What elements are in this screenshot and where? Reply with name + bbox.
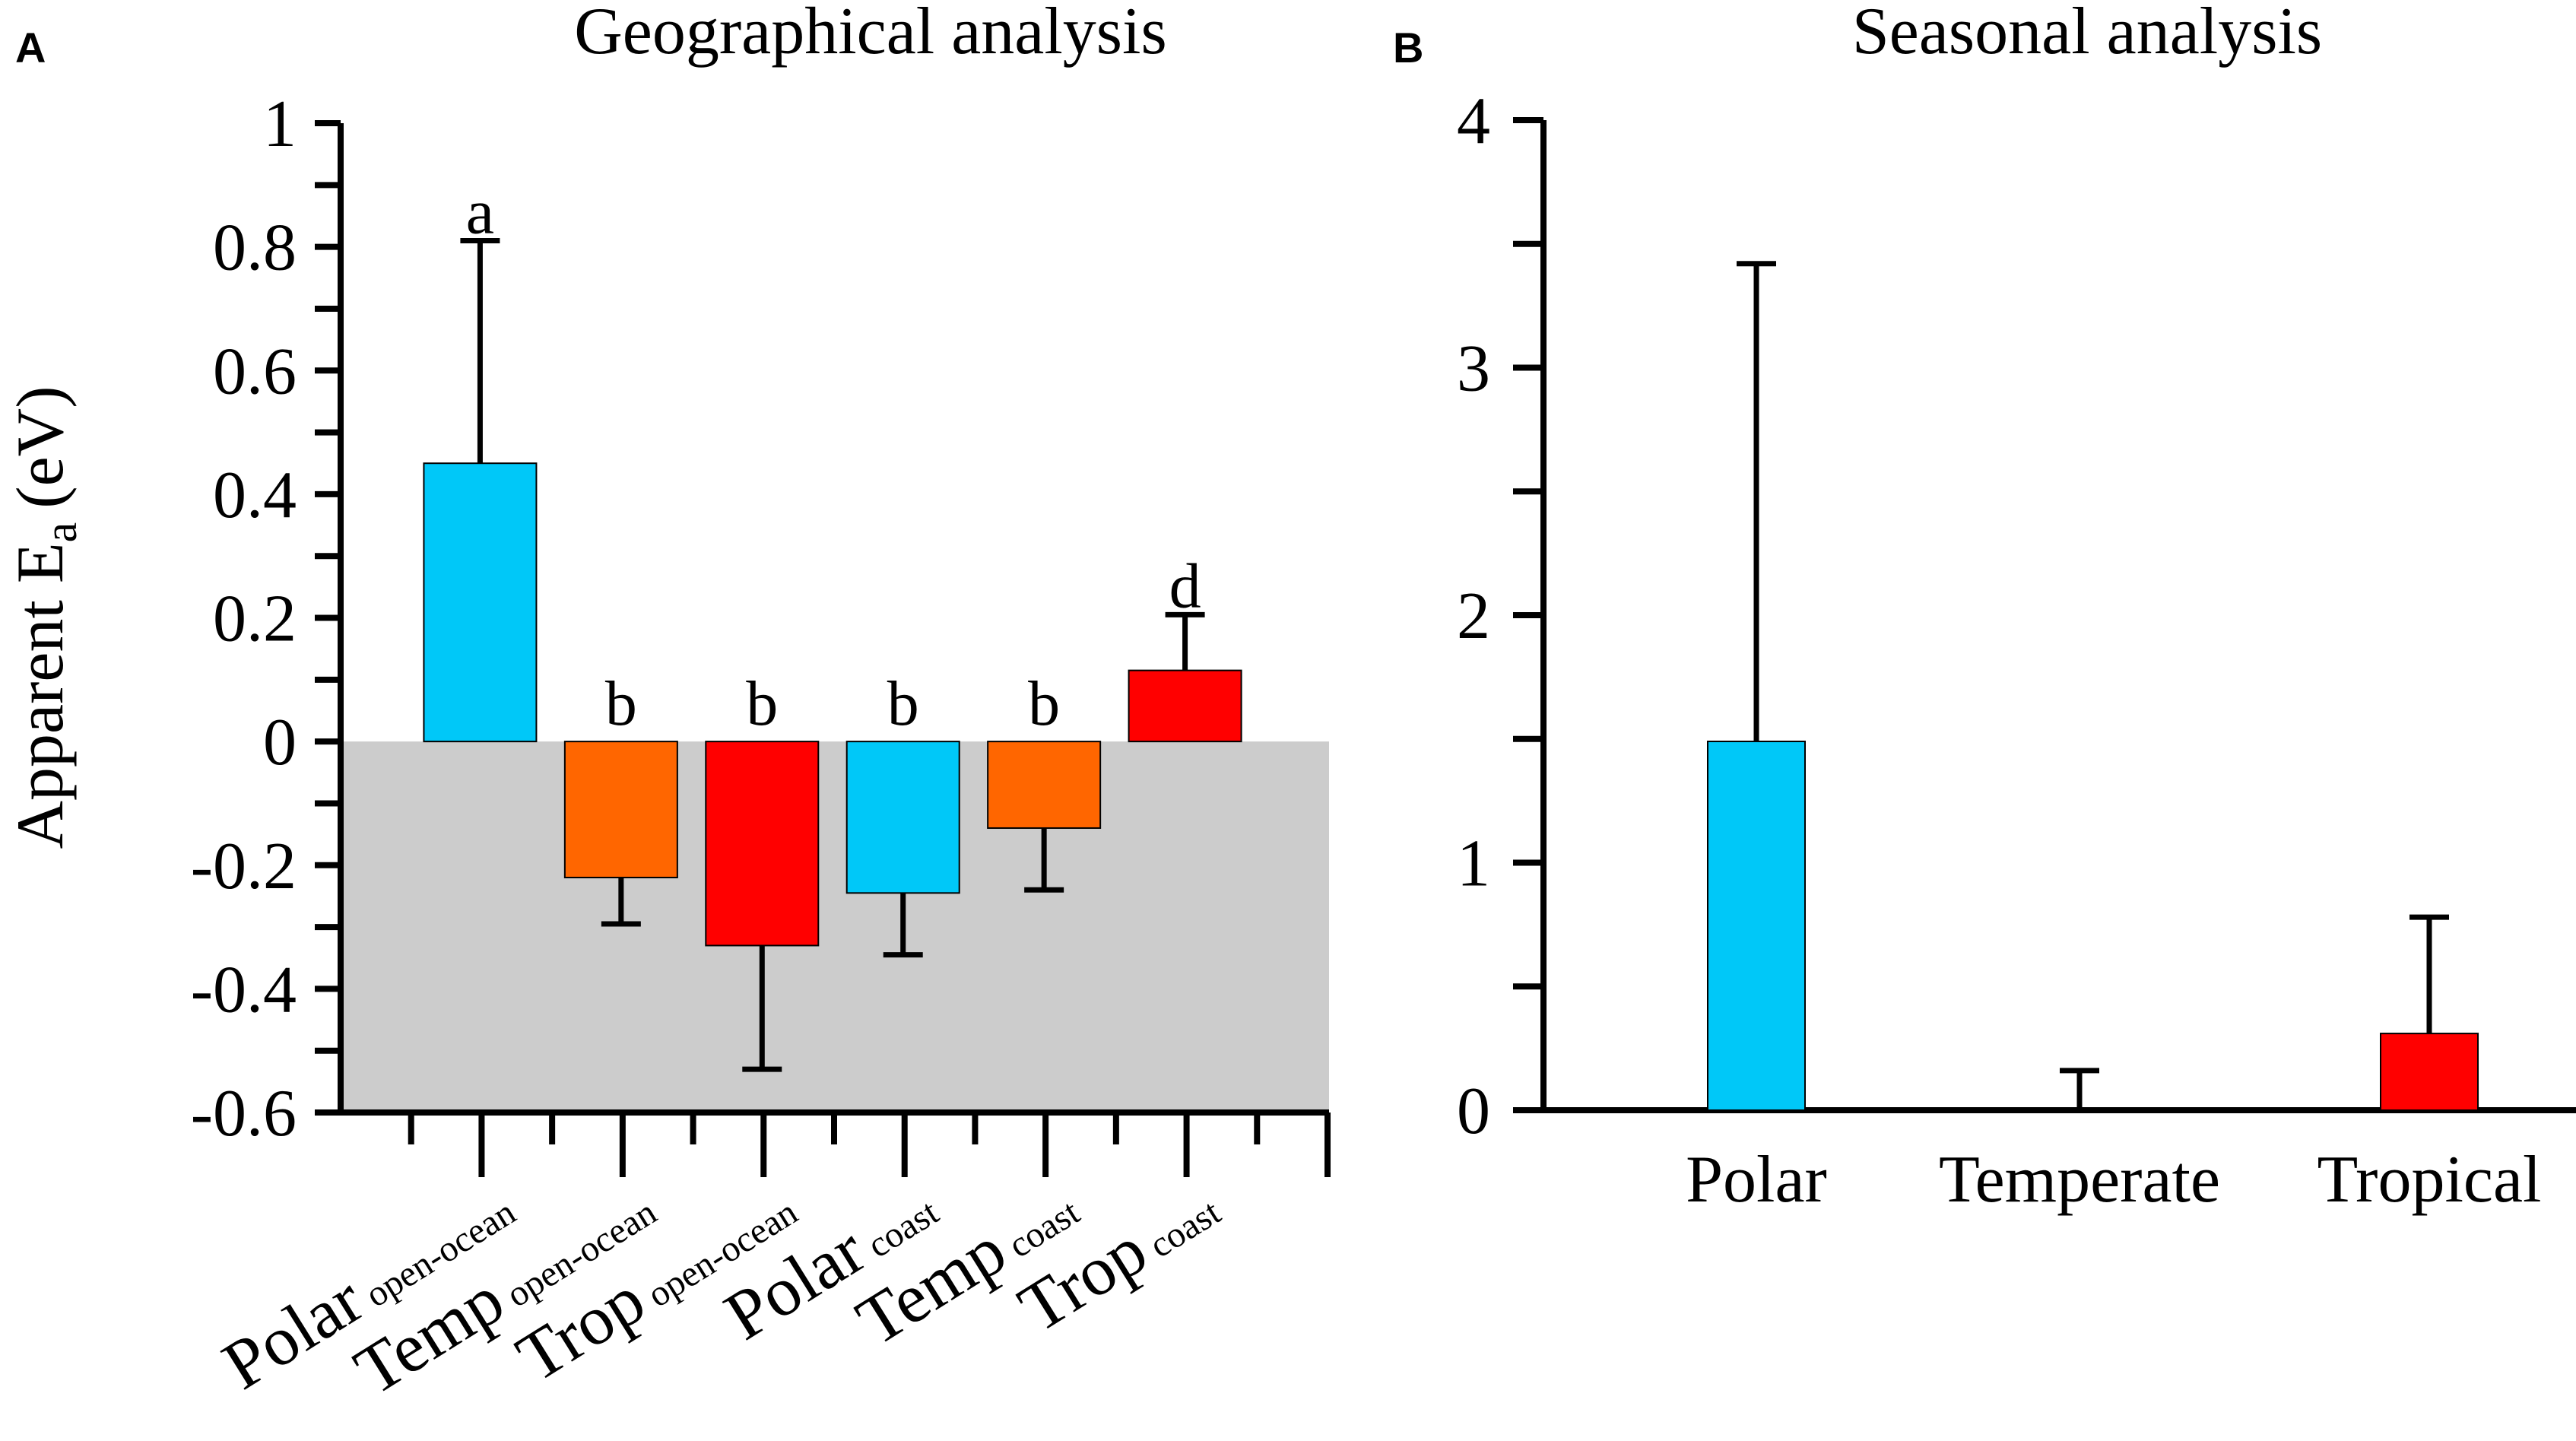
category-sub: coast (1143, 1192, 1228, 1266)
ylabel-main: Apparent E (4, 542, 78, 849)
bar (2380, 1033, 2479, 1111)
panel-b-letter: B (1393, 24, 1423, 71)
y-tick-label-b: 1 (1457, 827, 1490, 901)
bar (845, 741, 960, 894)
x-category-label-b: Polar (1686, 1143, 1827, 1217)
significance-label: d (1169, 551, 1201, 621)
bar (563, 741, 678, 879)
y-tick-label-a: 1 (263, 87, 297, 161)
y-tick-label-a: -0.6 (191, 1077, 297, 1151)
x-category-label-a: Tropcoast (1005, 1166, 1231, 1347)
significance-label: b (605, 668, 637, 739)
panel-b-plot: 4 3 2 1 0 Polar Temperate Tropical (1457, 84, 2576, 1217)
panel-a-letter: A (15, 24, 46, 71)
y-tick-label-a: -0.4 (191, 953, 297, 1027)
panel-b-title: Seasonal analysis (1852, 0, 2322, 68)
y-tick-label-a: 0.2 (213, 582, 297, 656)
bar (987, 741, 1102, 829)
ylabel-subscript: a (36, 522, 86, 543)
significance-label: b (887, 668, 919, 739)
bar (705, 741, 820, 947)
y-tick-label-a: 0.8 (213, 211, 297, 285)
panel-a-plot: 10.80.60.40.20-0.2-0.4-0.6aPolaropen-oce… (191, 87, 1331, 1410)
category-main: Polar (210, 1260, 376, 1404)
significance-label: b (1028, 668, 1060, 739)
panel-a-ylabel: Apparent Ea (eV) (4, 386, 86, 849)
ylabel-unit: (eV) (4, 386, 78, 508)
negative-region-shade (341, 741, 1329, 1112)
y-tick-label-b: 2 (1457, 579, 1490, 653)
x-category-label-b: Temperate (1939, 1143, 2220, 1217)
y-tick-label-a: 0.4 (213, 459, 297, 532)
y-tick-label-a: 0.6 (213, 335, 297, 408)
x-category-label-b: Tropical (2317, 1143, 2542, 1217)
bar (1707, 741, 1806, 1111)
significance-label: a (466, 176, 494, 247)
y-tick-label-b: 4 (1457, 84, 1490, 158)
y-tick-label-b: 0 (1457, 1074, 1490, 1148)
y-tick-label-a: 0 (263, 706, 297, 779)
bar (423, 462, 538, 743)
y-tick-label-b: 3 (1457, 332, 1490, 406)
significance-label: b (746, 668, 778, 739)
bar (1128, 669, 1242, 743)
panel-a-title: Geographical analysis (574, 0, 1167, 68)
y-tick-label-a: -0.2 (191, 830, 297, 903)
